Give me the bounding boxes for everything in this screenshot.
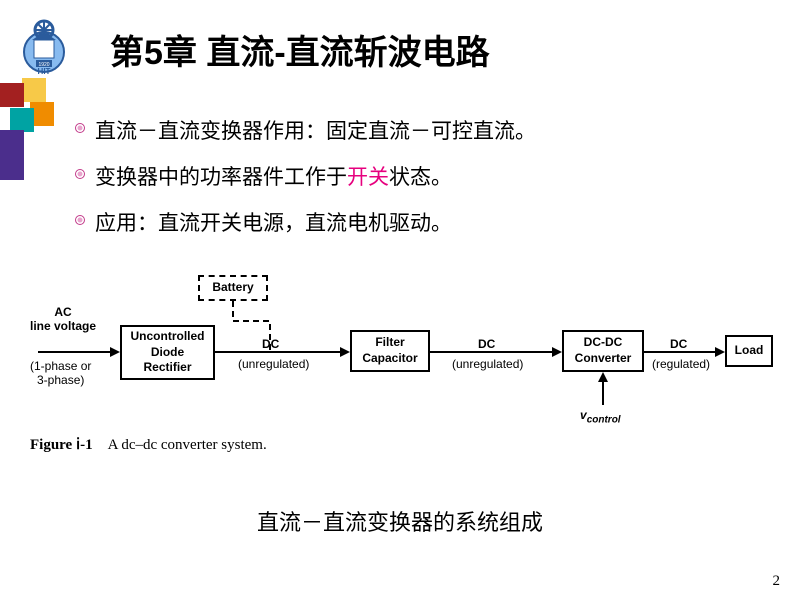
decoration-color-blocks xyxy=(0,78,60,188)
bullet-text: 变换器中的功率器件工作于开关状态。 xyxy=(95,161,452,191)
chapter-title: 第5章 直流-直流斩波电路 xyxy=(110,25,490,74)
figure-number: Figure ⅰ-1 xyxy=(30,437,93,453)
bullet-text: 应用：直流开关电源，直流电机驱动。 xyxy=(95,207,452,237)
bullet-item: 应用：直流开关电源，直流电机驱动。 xyxy=(75,207,775,237)
figure-caption-text: A dc–dc converter system. xyxy=(108,437,267,453)
figure-caption: Figure ⅰ-1 A dc–dc converter system. xyxy=(30,435,267,454)
bullet-item: 直流－直流变换器作用：固定直流－可控直流。 xyxy=(75,115,775,145)
svg-text:HIT: HIT xyxy=(38,67,51,75)
highlighted-text: 开关 xyxy=(347,166,389,189)
block-diagram: BatteryUncontrolledDiodeRectifierFilterC… xyxy=(20,275,775,435)
control-label: vcontrol xyxy=(580,408,621,425)
bullet-item: 变换器中的功率器件工作于开关状态。 xyxy=(75,161,775,191)
hit-logo: 1920 HIT xyxy=(12,10,77,75)
bullet-dot-icon xyxy=(75,169,85,179)
page-number: 2 xyxy=(773,573,781,590)
bullet-dot-icon xyxy=(75,215,85,225)
bullet-dot-icon xyxy=(75,123,85,133)
diagram-connectors xyxy=(20,275,780,435)
bullet-text: 直流－直流变换器作用：固定直流－可控直流。 xyxy=(95,115,536,145)
bullet-list: 直流－直流变换器作用：固定直流－可控直流。变换器中的功率器件工作于开关状态。应用… xyxy=(75,115,775,253)
sub-caption: 直流－直流变换器的系统组成 xyxy=(0,505,800,537)
